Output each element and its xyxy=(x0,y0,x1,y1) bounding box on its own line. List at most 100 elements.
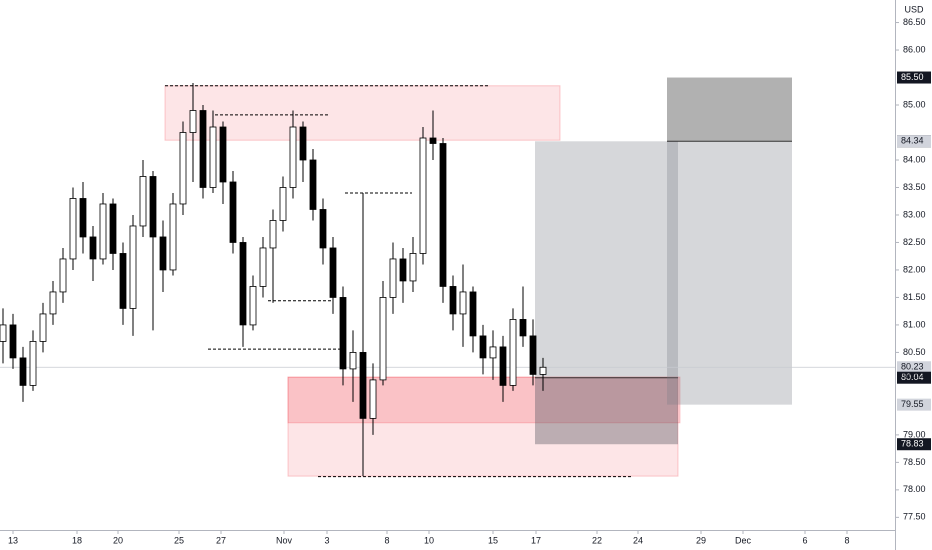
candle-body xyxy=(389,258,397,298)
candle-body xyxy=(49,291,57,315)
price-label: 85.50 xyxy=(901,72,924,82)
candle-body xyxy=(119,253,127,309)
candle-body xyxy=(249,286,257,326)
position-target xyxy=(667,77,792,142)
y-tick-label: 79.00 xyxy=(903,429,926,439)
candle-body xyxy=(459,291,467,315)
candle-body xyxy=(329,247,337,298)
candle-body xyxy=(109,203,117,254)
candle-body xyxy=(79,198,87,238)
candle-body xyxy=(229,181,237,243)
candle-body xyxy=(189,110,197,133)
candle-body xyxy=(439,143,447,287)
x-tick-label: 18 xyxy=(72,535,82,545)
price-label-box xyxy=(897,361,931,374)
zone xyxy=(164,85,561,141)
x-tick-label: 22 xyxy=(592,535,602,545)
price-label-box xyxy=(897,371,931,384)
x-tick-label: Dec xyxy=(735,535,752,545)
position-stop xyxy=(535,377,678,445)
price-label: 80.04 xyxy=(901,372,924,382)
candle-body xyxy=(359,352,367,419)
x-tick-label: 20 xyxy=(113,535,123,545)
price-label-box xyxy=(897,71,931,84)
candle-body xyxy=(369,379,377,419)
candle-body xyxy=(99,203,107,260)
candle-body xyxy=(129,225,137,309)
candle-body xyxy=(279,187,287,221)
y-tick-label: 86.00 xyxy=(903,44,926,54)
price-label: 84.34 xyxy=(901,136,924,146)
price-label: 80.23 xyxy=(901,362,924,372)
candle-body xyxy=(379,297,387,381)
candle-body xyxy=(299,126,307,161)
price-label: 79.55 xyxy=(901,399,924,409)
y-tick-label: 83.00 xyxy=(903,209,926,219)
candle-body xyxy=(479,335,487,359)
candle-body xyxy=(409,253,417,282)
y-tick-label: 81.00 xyxy=(903,319,926,329)
candle-body xyxy=(219,126,227,183)
y-tick-label: 84.00 xyxy=(903,154,926,164)
price-label-box xyxy=(897,438,931,451)
candle-body xyxy=(139,176,147,227)
candle-body xyxy=(339,297,347,370)
candle-body xyxy=(269,220,277,249)
candle-body xyxy=(199,110,207,188)
candle-body xyxy=(289,126,297,188)
candle-body xyxy=(399,258,407,282)
candle-body xyxy=(89,236,97,260)
position-stop xyxy=(667,141,792,405)
y-tick-label: 78.00 xyxy=(903,484,926,494)
y-tick-label: 82.50 xyxy=(903,237,926,247)
y-tick-label: 78.50 xyxy=(903,457,926,467)
candle-body xyxy=(9,324,17,359)
price-label-box xyxy=(897,398,931,411)
candle-body xyxy=(0,324,7,342)
candle-body xyxy=(319,209,327,249)
candle-body xyxy=(39,313,47,342)
candle-body xyxy=(19,357,27,386)
candle-body xyxy=(69,198,77,260)
y-tick-label: 81.50 xyxy=(903,292,926,302)
x-tick-label: 8 xyxy=(844,535,849,545)
candle-body xyxy=(179,132,187,205)
candle-body xyxy=(209,126,217,188)
candle-body xyxy=(539,366,547,375)
y-tick-label: 82.00 xyxy=(903,264,926,274)
candle-body xyxy=(149,176,157,238)
x-tick-label: 15 xyxy=(488,535,498,545)
candle-body xyxy=(529,335,537,375)
x-tick-label: 10 xyxy=(424,535,434,545)
candle-body xyxy=(509,319,517,386)
candle-body xyxy=(29,341,37,386)
candle-body xyxy=(309,159,317,210)
price-label-box xyxy=(897,135,931,148)
y-tick-label: 77.50 xyxy=(903,512,926,522)
x-tick-label: 25 xyxy=(174,535,184,545)
candle-body xyxy=(449,286,457,315)
countdown: 01:11:20 xyxy=(901,373,928,380)
x-tick-label: 24 xyxy=(633,535,643,545)
candle-body xyxy=(259,247,267,287)
candle-body xyxy=(499,346,507,386)
candle-body xyxy=(349,352,357,370)
y-tick-label: 83.50 xyxy=(903,182,926,192)
candle-body xyxy=(419,137,427,254)
price-label: 78.83 xyxy=(901,439,924,449)
candle-body xyxy=(159,236,167,271)
y-tick-label: 80.50 xyxy=(903,347,926,357)
candle-body xyxy=(519,319,527,337)
x-tick-label: 6 xyxy=(802,535,807,545)
candle-body xyxy=(469,291,477,337)
candle-body xyxy=(169,203,177,271)
candle-body xyxy=(429,137,437,144)
x-tick-label: 3 xyxy=(324,535,329,545)
y-tick-label: 85.00 xyxy=(903,99,926,109)
x-tick-label: Nov xyxy=(276,535,293,545)
candle-body xyxy=(489,346,497,359)
x-tick-label: 17 xyxy=(531,535,541,545)
currency: USD xyxy=(904,4,924,14)
